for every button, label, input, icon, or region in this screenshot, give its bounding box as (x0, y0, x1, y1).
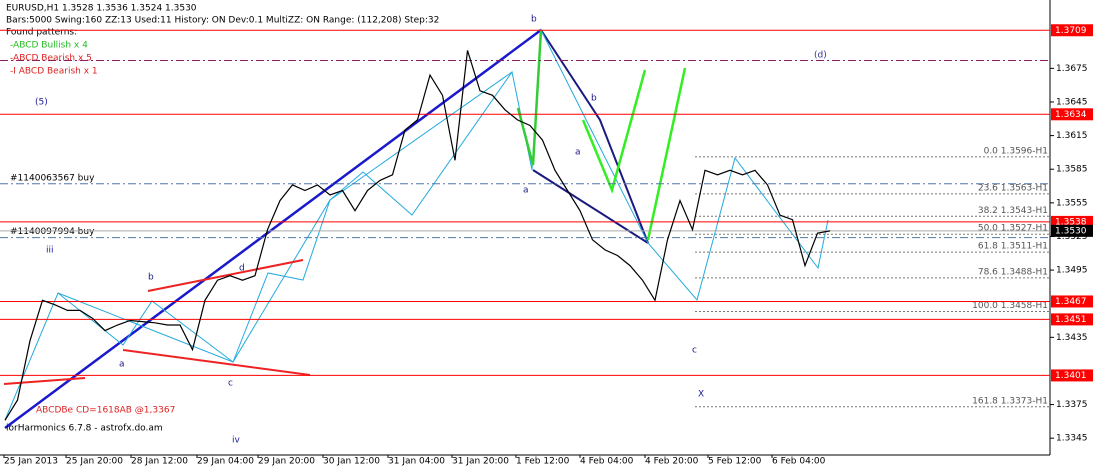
legend-entry: -I ABCD Bearish x 1 (10, 67, 98, 77)
annotation: iv (232, 436, 241, 446)
fib-label: 23.6 1.3563-H1 (978, 183, 1048, 193)
fib-label: 0.0 1.3596-H1 (984, 146, 1048, 156)
annotation: iorHarmonics 6.7.8 - astrofx.do.am (6, 424, 163, 434)
pattern-lines (3, 28, 829, 430)
legend-title: Found patterns: (6, 28, 77, 38)
pattern-line (147, 259, 304, 292)
order-label: #1140063567 buy (10, 173, 95, 183)
annotation: d (239, 264, 245, 274)
pattern-line (581, 69, 647, 194)
x-tick-label: 4 Feb 04:00 (580, 457, 634, 466)
y-tick-label: 1.3375 (1056, 400, 1088, 410)
fib-label: 50.0 1.3527-H1 (978, 224, 1048, 234)
legend-entry: -ABCD Bullish x 4 (10, 41, 88, 51)
pattern-line (646, 67, 687, 241)
y-tick-label: 1.3645 (1056, 97, 1088, 107)
x-tick-label: 1 Feb 12:00 (516, 457, 570, 466)
chart-title: EURUSD,H1 1.3528 1.3536 1.3524 1.3530 (6, 4, 197, 14)
level-label: 1.3451 (1055, 315, 1087, 325)
level-box (1051, 313, 1093, 326)
y-tick-label: 1.3555 (1056, 198, 1088, 208)
y-tick-label: 1.3435 (1056, 333, 1088, 343)
pattern-line (516, 29, 543, 166)
x-tick-label: 5 Feb 12:00 (708, 457, 762, 466)
zigzag (4, 28, 829, 421)
x-tick-label: 31 Jan 04:00 (388, 457, 445, 466)
level-label: 1.3467 (1055, 297, 1087, 307)
level-label: 1.3634 (1055, 110, 1087, 120)
x-tick-label: 25 Jan 2013 (4, 457, 58, 466)
annotation: (d) (814, 51, 827, 61)
y-tick-label: 1.3345 (1056, 434, 1088, 444)
annotation: ABCDBe CD=1618AB @1,3367 (36, 406, 175, 416)
annotation: b (591, 94, 597, 104)
level-label: 1.3538 (1055, 217, 1087, 227)
fib-label: 78.6 1.3488-H1 (978, 267, 1048, 277)
x-tick-label: 28 Jan 12:00 (131, 457, 188, 466)
pattern-line (540, 29, 649, 244)
fib-label: 100.0 1.3458-H1 (972, 301, 1048, 311)
level-label: 1.3401 (1055, 371, 1087, 381)
current-price-label: 1.3530 (1055, 226, 1087, 236)
y-tick-label: 1.3525 (1056, 232, 1088, 242)
y-tick-label: 1.3495 (1056, 266, 1088, 276)
y-tick-label: 1.3675 (1056, 64, 1088, 74)
x-tick-label: 31 Jan 20:00 (452, 457, 509, 466)
pattern-line (3, 377, 86, 385)
x-tick-label: 4 Feb 20:00 (645, 457, 699, 466)
annotation: iii (46, 246, 54, 256)
fib-label: 161.8 1.3373-H1 (972, 396, 1048, 406)
level-label: 1.3709 (1055, 26, 1087, 36)
x-tick-label: 6 Feb 04:00 (772, 457, 826, 466)
pattern-line (122, 349, 311, 376)
annotation: a (119, 360, 125, 370)
order-label: #1140097994 buy (10, 227, 95, 237)
x-tick-label: 29 Jan 20:00 (258, 457, 315, 466)
current-price-box (1051, 224, 1093, 237)
level-box (1051, 108, 1093, 121)
x-tick-label: 25 Jan 20:00 (66, 457, 123, 466)
x-tick-label: 29 Jan 04:00 (197, 457, 254, 466)
annotation: b (531, 15, 537, 25)
level-box (1051, 24, 1093, 37)
annotation: b (148, 273, 154, 283)
fib-label: 61.8 1.3511-H1 (978, 242, 1048, 252)
annotation: a (523, 186, 529, 196)
fib-label: 38.2 1.3543-H1 (978, 206, 1048, 216)
x-tick-label: 30 Jan 12:00 (323, 457, 380, 466)
y-tick-label: 1.3615 (1056, 131, 1088, 141)
annotation: X (698, 390, 704, 400)
level-box (1051, 369, 1093, 382)
annotation: (5) (35, 98, 48, 108)
level-box (1051, 295, 1093, 308)
annotation: c (228, 379, 233, 389)
y-tick-label: 1.3585 (1056, 165, 1088, 175)
zigzag (57, 71, 513, 363)
annotation: c (692, 346, 697, 356)
annotation: a (575, 148, 581, 158)
subtitle: Bars:5000 Swing:160 ZZ:13 Used:11 Histor… (6, 16, 439, 26)
legend-entry: -ABCD Bearish x 5 (10, 54, 92, 64)
price-line (4, 50, 831, 421)
pattern-line (4, 28, 542, 430)
